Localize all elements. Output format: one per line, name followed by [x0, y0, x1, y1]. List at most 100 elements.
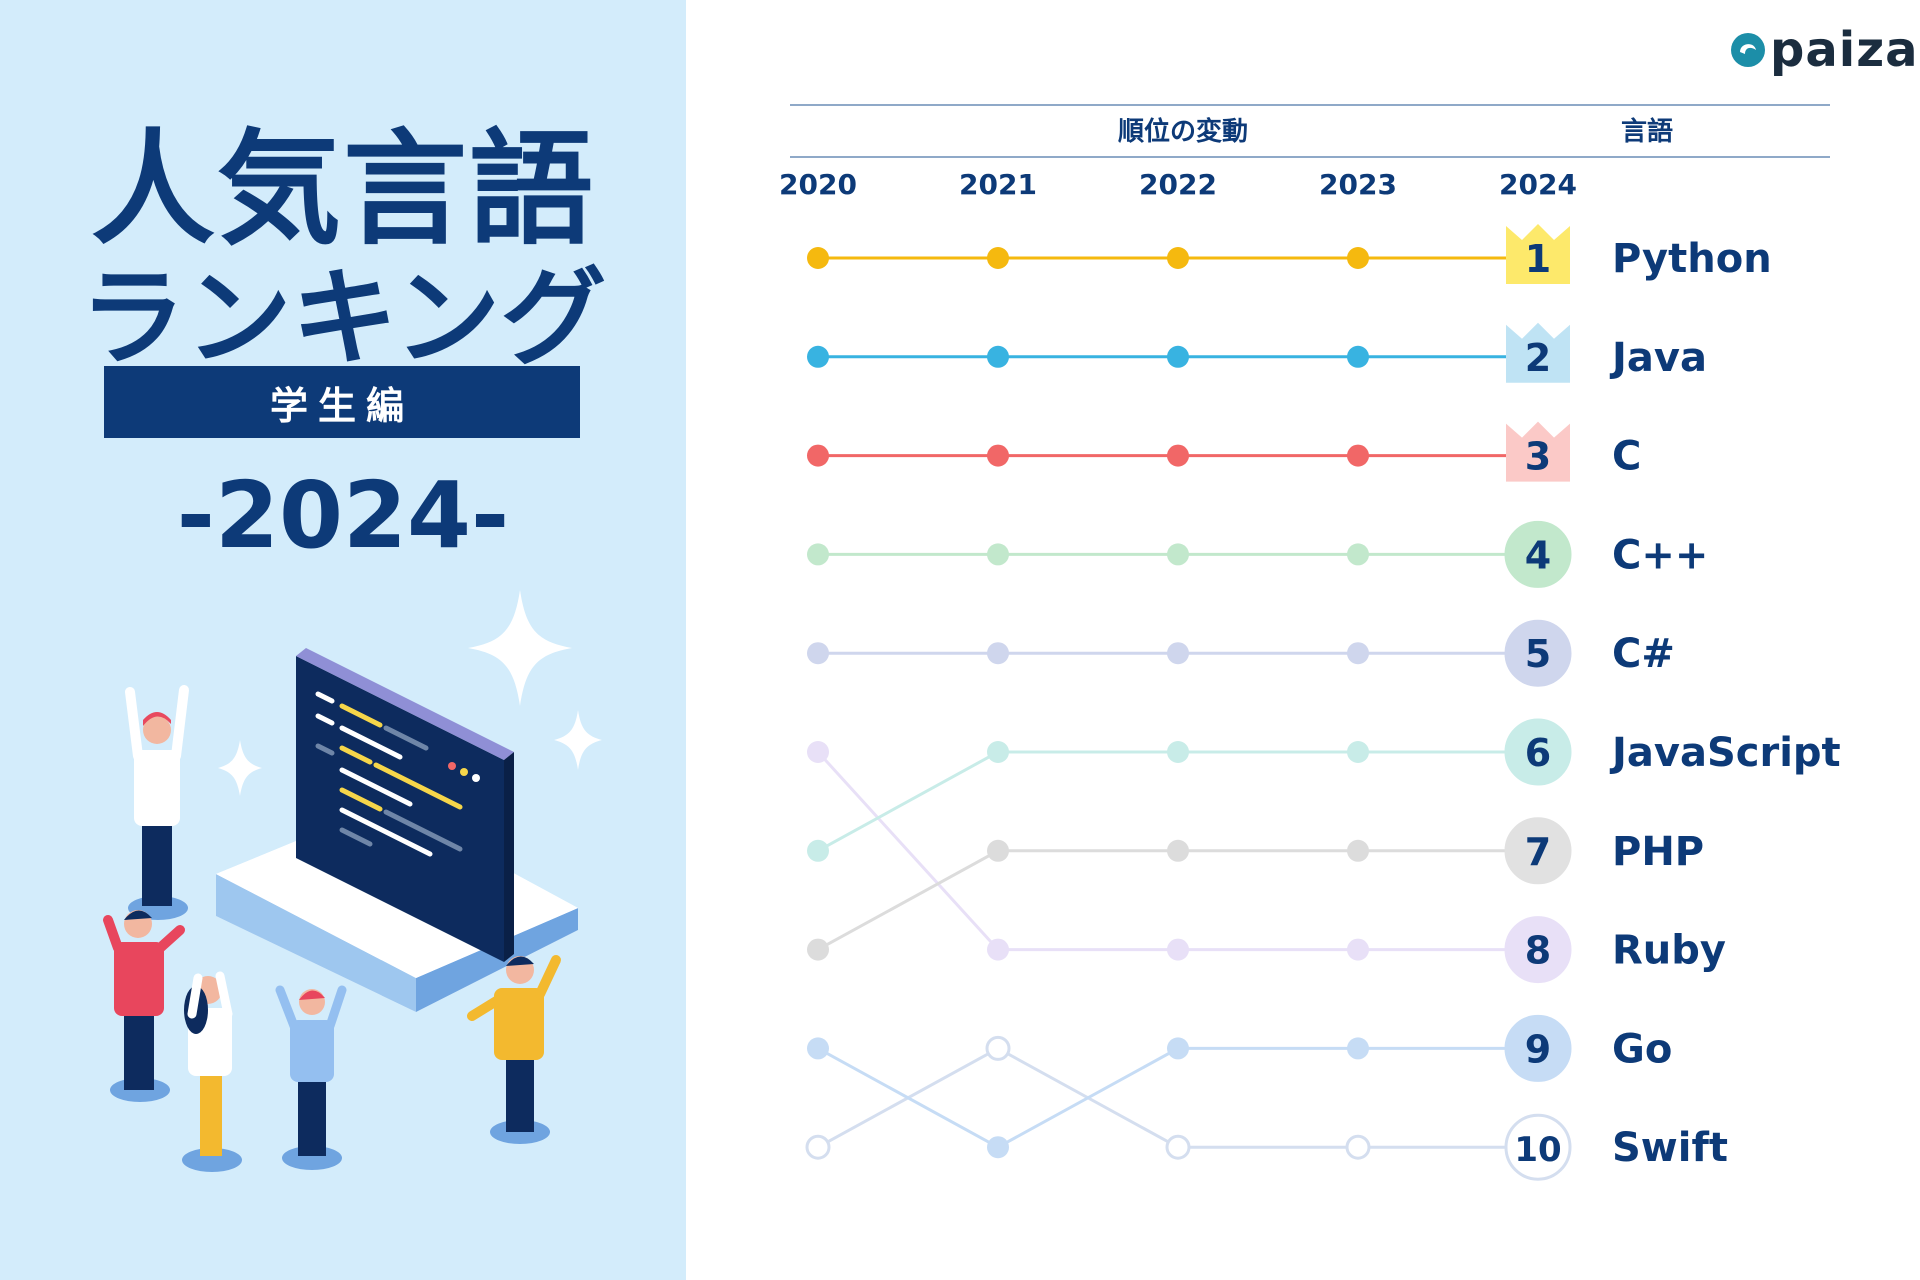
language-label-csharp: C#	[1612, 631, 1675, 677]
data-point-csharp-2020	[807, 642, 829, 665]
data-point-swift-2020	[805, 1134, 831, 1160]
subtitle-badge: 学生編	[104, 366, 580, 438]
paiza-logo-icon	[1731, 33, 1765, 67]
data-point-csharp-2023	[1347, 642, 1369, 665]
person-center-right	[275, 985, 347, 1170]
data-point-php-2020	[807, 938, 829, 961]
series-line-go	[817, 1046, 1538, 1149]
rank-number-javascript: 6	[1525, 731, 1551, 775]
language-label-swift: Swift	[1612, 1125, 1728, 1171]
rank-badge-cpp	[1504, 520, 1572, 588]
main-title-line2: ランキング	[79, 257, 607, 380]
data-point-swift-2021	[985, 1035, 1011, 1061]
data-point-go-2020	[807, 1037, 829, 1060]
data-point-php-2023	[1347, 839, 1369, 862]
rank-badge-ruby	[1504, 916, 1572, 984]
year-label-2021: 2021	[959, 168, 1037, 201]
data-point-go-2022	[1167, 1037, 1189, 1060]
person-center-woman	[182, 971, 242, 1172]
rank-badge-csharp	[1504, 619, 1572, 687]
data-point-c-2022	[1167, 444, 1189, 467]
paiza-logo: paiza	[1728, 22, 1919, 78]
language-label-go: Go	[1612, 1026, 1672, 1072]
rank-badge-javascript	[1504, 718, 1572, 786]
language-label-ruby: Ruby	[1612, 928, 1726, 974]
data-point-ruby-2023	[1347, 938, 1369, 961]
header-rank-change: 順位の変動	[1118, 116, 1248, 147]
data-point-ruby-2021	[987, 938, 1009, 961]
data-point-ruby-2020	[807, 741, 829, 763]
rank-badge-php	[1504, 817, 1572, 885]
subtitle-text: 学生編	[269, 383, 414, 428]
data-point-java-2020	[807, 345, 829, 368]
data-point-cpp-2020	[807, 543, 829, 566]
language-label-c: C	[1612, 434, 1641, 480]
data-point-c-2020	[807, 444, 829, 467]
year-banner: -2024-	[176, 462, 510, 569]
rank-badge-swift	[1504, 1113, 1572, 1181]
data-point-csharp-2022	[1167, 642, 1189, 665]
data-point-cpp-2023	[1347, 543, 1369, 566]
language-label-python: Python	[1612, 236, 1772, 282]
year-label-2022: 2022	[1139, 168, 1217, 201]
logo-wordmark: paiza	[1770, 22, 1919, 78]
language-labels: Swift Go Ruby PHP JavaScript C# C++ C Java Python	[1609, 236, 1841, 1171]
data-point-python-2020	[807, 247, 829, 269]
series-line-php	[817, 849, 1538, 951]
rank-number-swift: 10	[1514, 1130, 1561, 1170]
data-point-javascript-2023	[1347, 741, 1369, 763]
data-point-python-2023	[1347, 247, 1369, 269]
code-monitor	[296, 648, 514, 962]
year-axis: 2020 2021 2022 2023 2024	[779, 168, 1577, 201]
series-line-swift	[817, 1046, 1538, 1149]
data-point-swift-2022	[1165, 1134, 1191, 1160]
data-point-python-2021	[987, 247, 1009, 269]
main-title-line1: 人気言語	[90, 118, 595, 262]
language-label-javascript: JavaScript	[1609, 730, 1841, 776]
series-line-javascript	[817, 750, 1538, 853]
data-point-java-2023	[1347, 345, 1369, 368]
rank-number-go: 9	[1525, 1027, 1551, 1071]
language-label-php: PHP	[1612, 829, 1704, 875]
data-point-javascript-2022	[1167, 741, 1189, 763]
data-point-go-2023	[1347, 1037, 1369, 1060]
left-panel: 人気言語 ランキング 学生編 -2024-	[0, 0, 686, 1280]
person-middle-left	[103, 910, 185, 1102]
rank-number-php: 7	[1525, 830, 1551, 874]
rank-badge-go	[1504, 1014, 1572, 1082]
rank-number-java: 2	[1525, 336, 1551, 380]
rank-dots	[805, 247, 1371, 1160]
rank-number-cpp: 4	[1525, 533, 1551, 577]
rank-lines	[816, 256, 1538, 1149]
data-point-python-2022	[1167, 247, 1189, 269]
sparkle-icon	[218, 590, 602, 796]
year-label-2023: 2023	[1319, 168, 1397, 201]
data-point-cpp-2022	[1167, 543, 1189, 566]
data-point-javascript-2020	[807, 839, 829, 862]
data-point-go-2021	[987, 1136, 1009, 1159]
crown-badge-java	[1506, 322, 1570, 383]
data-point-php-2021	[987, 839, 1009, 862]
year-label-2024: 2024	[1499, 168, 1577, 201]
data-point-java-2021	[987, 345, 1009, 368]
data-point-c-2023	[1347, 444, 1369, 467]
crown-badge-python	[1506, 224, 1570, 284]
celebrating-developers-illustration	[103, 590, 602, 1172]
data-point-java-2022	[1167, 345, 1189, 368]
person-right	[467, 955, 561, 1144]
rank-badges: 10 9 8 7 6 5 4 3 2 1	[1504, 224, 1572, 1181]
rank-number-python: 1	[1525, 237, 1551, 281]
data-point-cpp-2021	[987, 543, 1009, 566]
data-point-swift-2023	[1345, 1134, 1371, 1160]
data-point-php-2022	[1167, 839, 1189, 862]
data-point-javascript-2021	[987, 741, 1009, 763]
language-label-cpp: C++	[1612, 532, 1708, 578]
data-point-c-2021	[987, 444, 1009, 467]
rank-number-c: 3	[1525, 435, 1551, 479]
crown-badge-c	[1506, 421, 1570, 482]
data-point-ruby-2022	[1167, 938, 1189, 961]
rank-number-ruby: 8	[1525, 929, 1551, 973]
rank-number-csharp: 5	[1525, 632, 1551, 676]
header-language: 言語	[1621, 116, 1673, 147]
